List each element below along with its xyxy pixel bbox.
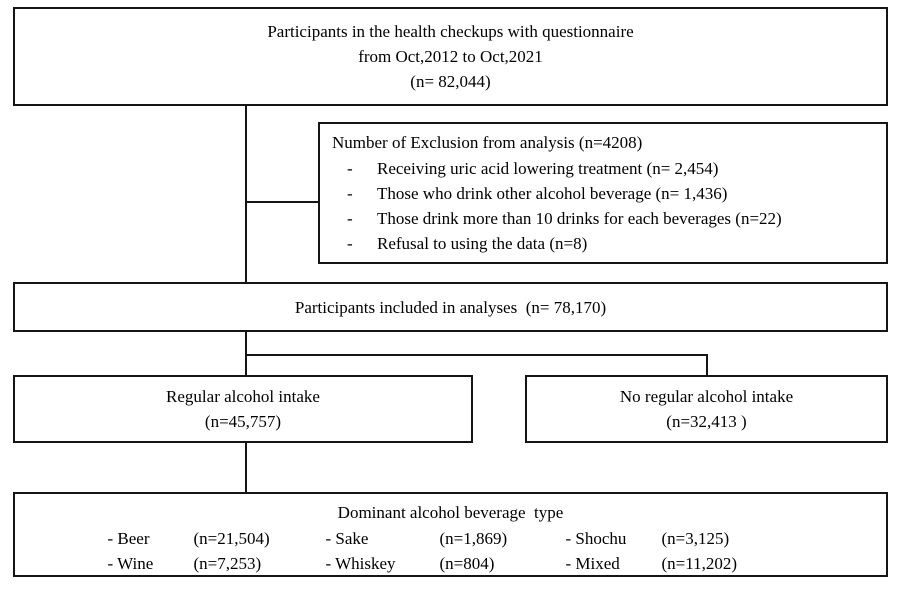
box-participants-included: Participants included in analyses (n= 78…	[13, 282, 888, 332]
connector-to-exclusion	[246, 201, 319, 203]
beverage-count-sake: (n=1,869)	[439, 529, 508, 548]
beverage-count-beer: (n=21,504)	[193, 529, 270, 548]
box-participants-total: Participants in the health checkups with…	[13, 7, 888, 106]
dominant-beverage-grid: - Beer (n=21,504) - Sake (n=1,869) - Sho…	[15, 526, 886, 576]
exclusions-title: Number of Exclusion from analysis (n=420…	[332, 133, 643, 152]
no-regular-intake-count: (n=32,413 )	[666, 412, 747, 431]
exclusion-item-text: Refusal to using the data (n=8)	[377, 234, 588, 253]
exclusion-item: - Those who drink other alcohol beverage…	[332, 181, 878, 206]
participants-included-text: Participants included in analyses (n= 78…	[294, 297, 607, 317]
beverage-label-mixed: - Mixed	[565, 554, 620, 573]
box-regular-intake: Regular alcohol intake (n=45,757)	[13, 375, 473, 443]
beverage-label-beer: - Beer	[107, 529, 150, 548]
dominant-beverage-content: Dominant alcohol beverage type - Beer (n…	[15, 494, 886, 576]
beverage-label-whiskey: - Whiskey	[325, 554, 396, 573]
beverage-label-wine: - Wine	[107, 554, 154, 573]
dash-bullet: -	[347, 184, 353, 203]
regular-intake-label: Regular alcohol intake	[166, 387, 320, 406]
beverage-count-whiskey: (n=804)	[439, 554, 495, 573]
exclusion-item: - Those drink more than 10 drinks for ea…	[332, 206, 878, 231]
exclusion-item-text: Those drink more than 10 drinks for each…	[377, 209, 782, 228]
connector-included-to-regular	[245, 331, 247, 376]
connector-to-no-regular	[706, 355, 708, 376]
exclusion-item: - Refusal to using the data (n=8)	[332, 231, 878, 256]
connector-top-to-included	[245, 105, 247, 283]
dash-bullet: -	[347, 159, 353, 178]
exclusion-item-text: Those who drink other alcohol beverage (…	[377, 184, 728, 203]
participants-total-line-1: Participants in the health checkups with…	[267, 22, 634, 41]
participants-total-count: (n= 82,044)	[410, 72, 491, 91]
regular-intake-count: (n=45,757)	[204, 412, 282, 431]
beverage-label-sake: - Sake	[325, 529, 369, 548]
box-dominant-beverage: Dominant alcohol beverage type - Beer (n…	[13, 492, 888, 577]
dominant-beverage-title: Dominant alcohol beverage type	[337, 503, 564, 522]
exclusions-content: Number of Exclusion from analysis (n=420…	[320, 124, 886, 260]
dash-bullet: -	[347, 209, 353, 228]
connector-branch-horizontal	[245, 354, 708, 356]
box-no-regular-intake: No regular alcohol intake (n=32,413 )	[525, 375, 888, 443]
beverage-count-shochu: (n=3,125)	[661, 529, 730, 548]
connector-regular-to-dominant	[245, 442, 247, 493]
dash-bullet: -	[347, 234, 353, 253]
beverage-count-wine: (n=7,253)	[193, 554, 262, 573]
participants-total-line-2: from Oct,2012 to Oct,2021	[358, 47, 543, 66]
box-exclusions: Number of Exclusion from analysis (n=420…	[318, 122, 888, 264]
no-regular-intake-label: No regular alcohol intake	[619, 387, 794, 406]
exclusion-item: - Receiving uric acid lowering treatment…	[332, 156, 878, 181]
beverage-label-shochu: - Shochu	[565, 529, 627, 548]
beverage-count-mixed: (n=11,202)	[661, 554, 738, 573]
exclusion-item-text: Receiving uric acid lowering treatment (…	[377, 159, 719, 178]
